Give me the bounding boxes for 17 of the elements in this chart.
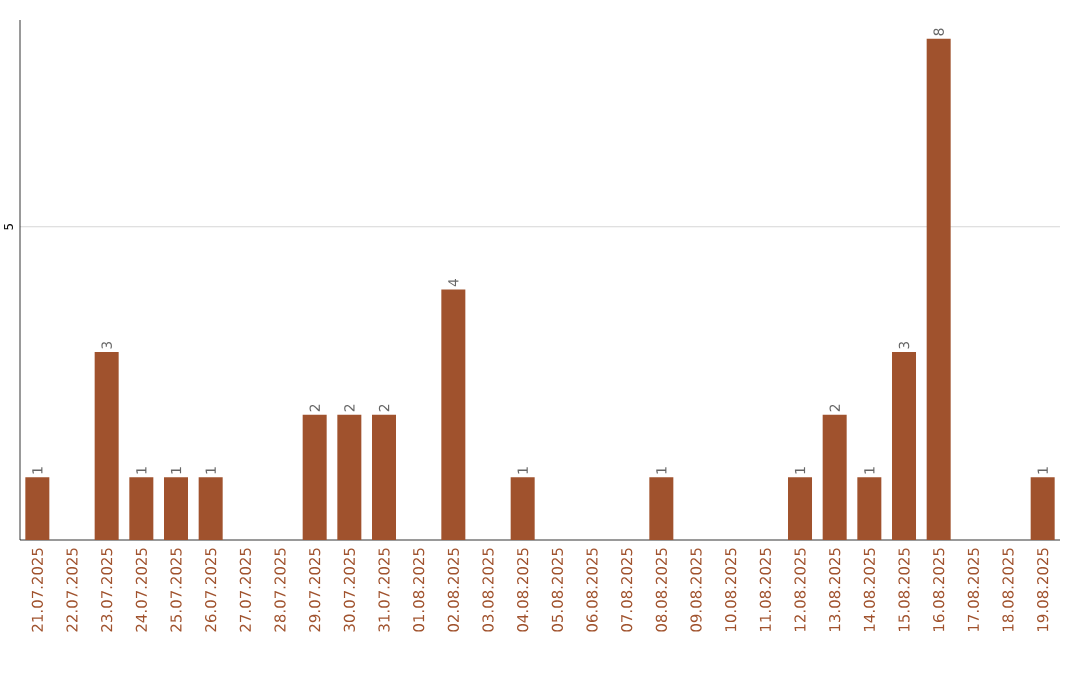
bar — [164, 477, 188, 540]
bar — [94, 352, 119, 540]
bar — [857, 477, 882, 540]
bar — [441, 289, 466, 540]
bar — [926, 38, 951, 540]
bar — [788, 477, 813, 540]
bar — [510, 477, 535, 540]
bar — [129, 477, 154, 540]
bar — [649, 477, 674, 540]
bar — [198, 477, 223, 540]
bar — [372, 414, 396, 540]
bar — [302, 414, 327, 540]
bar — [337, 414, 362, 540]
bar — [25, 477, 50, 540]
bar — [1030, 477, 1055, 540]
bar — [892, 352, 917, 540]
bar — [822, 414, 847, 540]
